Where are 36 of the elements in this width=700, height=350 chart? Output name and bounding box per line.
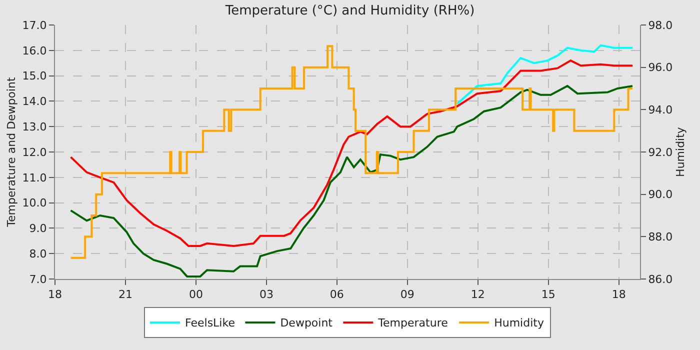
y-axis-title: Temperature and Dewpoint xyxy=(4,76,18,228)
y2-tick-label: 90.0 xyxy=(648,188,673,202)
y2-axis-title: Humidity xyxy=(674,126,687,177)
x-tick-label: 21 xyxy=(118,288,132,302)
x-tick-label: 18 xyxy=(612,288,626,302)
y-tick-label: 8.0 xyxy=(29,247,47,260)
line-series xyxy=(70,84,634,278)
y-tick-label: 11.0 xyxy=(22,171,47,184)
y2-tick-label: 94.0 xyxy=(648,104,673,117)
y2-tick-label: 96.0 xyxy=(648,61,673,74)
x-tick-label: 00 xyxy=(188,288,203,302)
y-tick-label: 17.0 xyxy=(22,18,47,32)
x-tick-label: 15 xyxy=(541,288,556,302)
x-tick-label: 06 xyxy=(330,288,344,302)
y2-tick-label: 92.0 xyxy=(648,146,673,159)
chart-title: Temperature (°C) and Humidity (RH%) xyxy=(224,3,475,18)
y-tick-label: 7.0 xyxy=(29,272,47,286)
y-tick-label: 12.0 xyxy=(22,146,47,159)
y2-tick-label: 86.0 xyxy=(648,272,673,286)
y-tick-label: 13.0 xyxy=(22,120,47,134)
y-tick-label: 15.0 xyxy=(22,70,47,83)
x-tick-label: 03 xyxy=(259,288,274,302)
x-tick-label: 18 xyxy=(48,288,62,302)
legend-label: Humidity xyxy=(494,316,544,330)
legend-label: FeelsLike xyxy=(185,316,236,330)
y-tick-label: 10.0 xyxy=(22,196,47,210)
y2-tick-label: 98.0 xyxy=(648,18,673,32)
x-tick-label: 09 xyxy=(400,288,414,302)
legend-label: Temperature xyxy=(377,316,448,330)
y-tick-label: 16.0 xyxy=(22,44,47,58)
y-tick-label: 9.0 xyxy=(29,222,47,236)
x-tick-label: 12 xyxy=(470,288,485,302)
line-series xyxy=(456,44,634,105)
legend-label: Dewpoint xyxy=(280,316,334,330)
y2-tick-label: 88.0 xyxy=(648,230,673,244)
y-tick-label: 14.0 xyxy=(22,95,47,108)
